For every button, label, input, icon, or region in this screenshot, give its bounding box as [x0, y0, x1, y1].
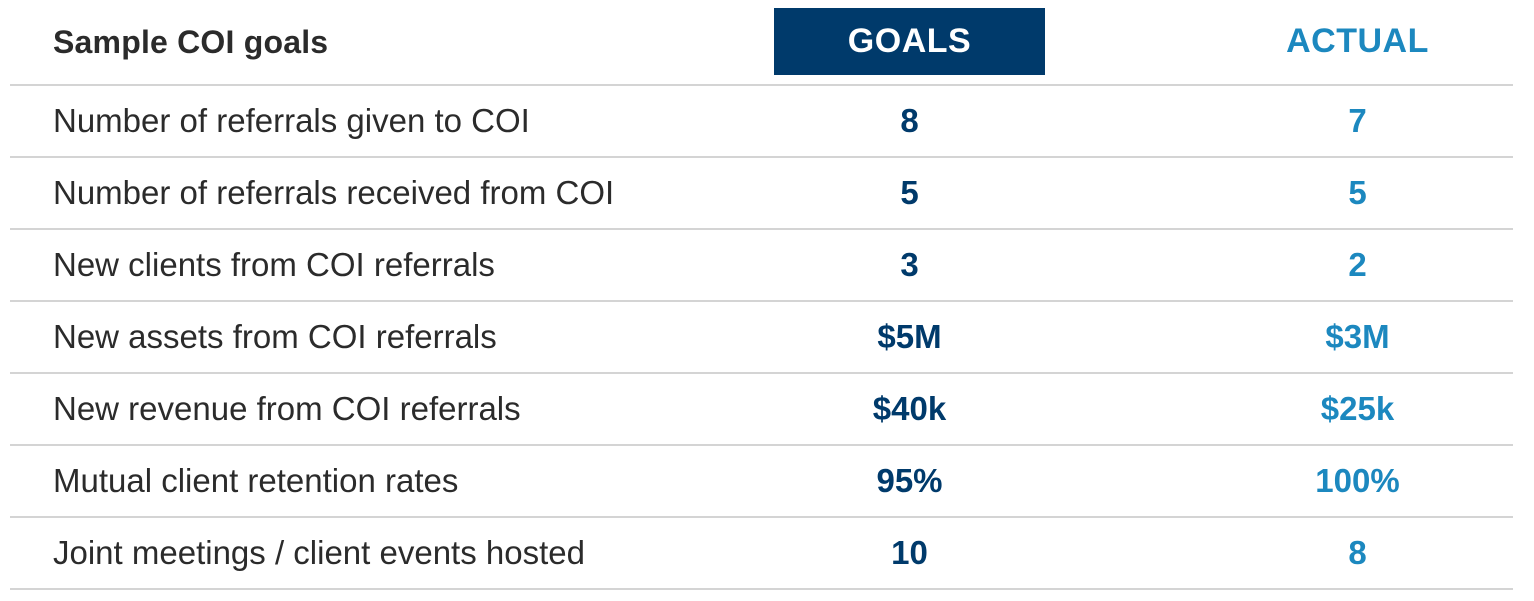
row-goal-value: 5 [900, 174, 919, 211]
row-goal-value: 95% [876, 462, 943, 499]
table-row: New assets from COI referrals $5M $3M [10, 302, 1513, 374]
table-row: Number of referrals received from COI 5 … [10, 158, 1513, 230]
row-actual-value: 100% [1315, 462, 1400, 499]
coi-goals-table: Sample COI goals GOALS ACTUAL Number of … [10, 0, 1513, 590]
table-row: Joint meetings / client events hosted 10… [10, 518, 1513, 590]
row-actual-value: 2 [1348, 246, 1367, 283]
row-label: New revenue from COI referrals [53, 390, 521, 427]
table-row: New revenue from COI referrals $40k $25k [10, 374, 1513, 446]
table-row: New clients from COI referrals 3 2 [10, 230, 1513, 302]
row-label: New assets from COI referrals [53, 318, 497, 355]
row-label: Mutual client retention rates [53, 462, 459, 499]
row-label: New clients from COI referrals [53, 246, 495, 283]
row-label: Number of referrals given to COI [53, 102, 530, 139]
row-actual-value: $3M [1325, 318, 1390, 355]
table-header: Sample COI goals GOALS ACTUAL [10, 0, 1513, 86]
row-goal-value: $5M [877, 318, 942, 355]
goals-column-header: GOALS [774, 8, 1045, 75]
row-goal-value: 3 [900, 246, 919, 283]
row-actual-value: $25k [1320, 390, 1395, 427]
actual-column-header: ACTUAL [1286, 22, 1429, 60]
row-label: Joint meetings / client events hosted [53, 534, 585, 571]
row-goal-value: 10 [891, 534, 928, 571]
row-actual-value: 5 [1348, 174, 1367, 211]
row-goal-value: 8 [900, 102, 919, 139]
row-goal-value: $40k [872, 390, 947, 427]
row-actual-value: 8 [1348, 534, 1367, 571]
row-label: Number of referrals received from COI [53, 174, 615, 211]
table-row: Mutual client retention rates 95% 100% [10, 446, 1513, 518]
table-title: Sample COI goals [53, 24, 329, 60]
table-row: Number of referrals given to COI 8 7 [10, 86, 1513, 158]
row-actual-value: 7 [1348, 102, 1367, 139]
